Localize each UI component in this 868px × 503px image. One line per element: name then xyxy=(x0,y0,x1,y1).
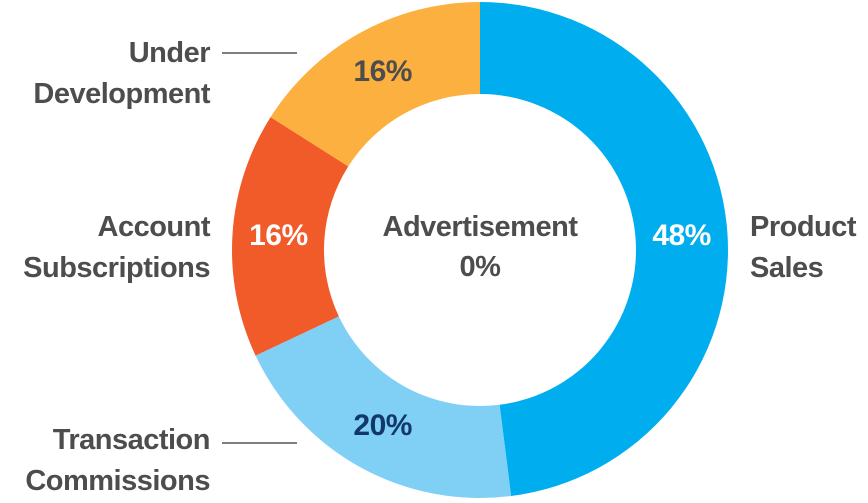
category-label: Under Development xyxy=(33,37,210,110)
value-label: 48% xyxy=(652,219,711,252)
donut-segment xyxy=(480,2,728,497)
donut-segment xyxy=(270,2,480,167)
category-label: Advertisement xyxy=(382,211,578,243)
donut-segment xyxy=(255,316,512,498)
donut-segment xyxy=(232,117,349,356)
category-label: Transaction Commissions xyxy=(25,424,210,497)
category-label: Account Subscriptions xyxy=(23,211,210,284)
value-label: 16% xyxy=(353,55,412,88)
category-label: Product Sales xyxy=(750,211,857,284)
value-label: 0% xyxy=(459,251,501,283)
value-label: 16% xyxy=(249,219,308,252)
value-label: 20% xyxy=(353,409,412,442)
center-label: Advertisement 0% xyxy=(330,207,630,287)
